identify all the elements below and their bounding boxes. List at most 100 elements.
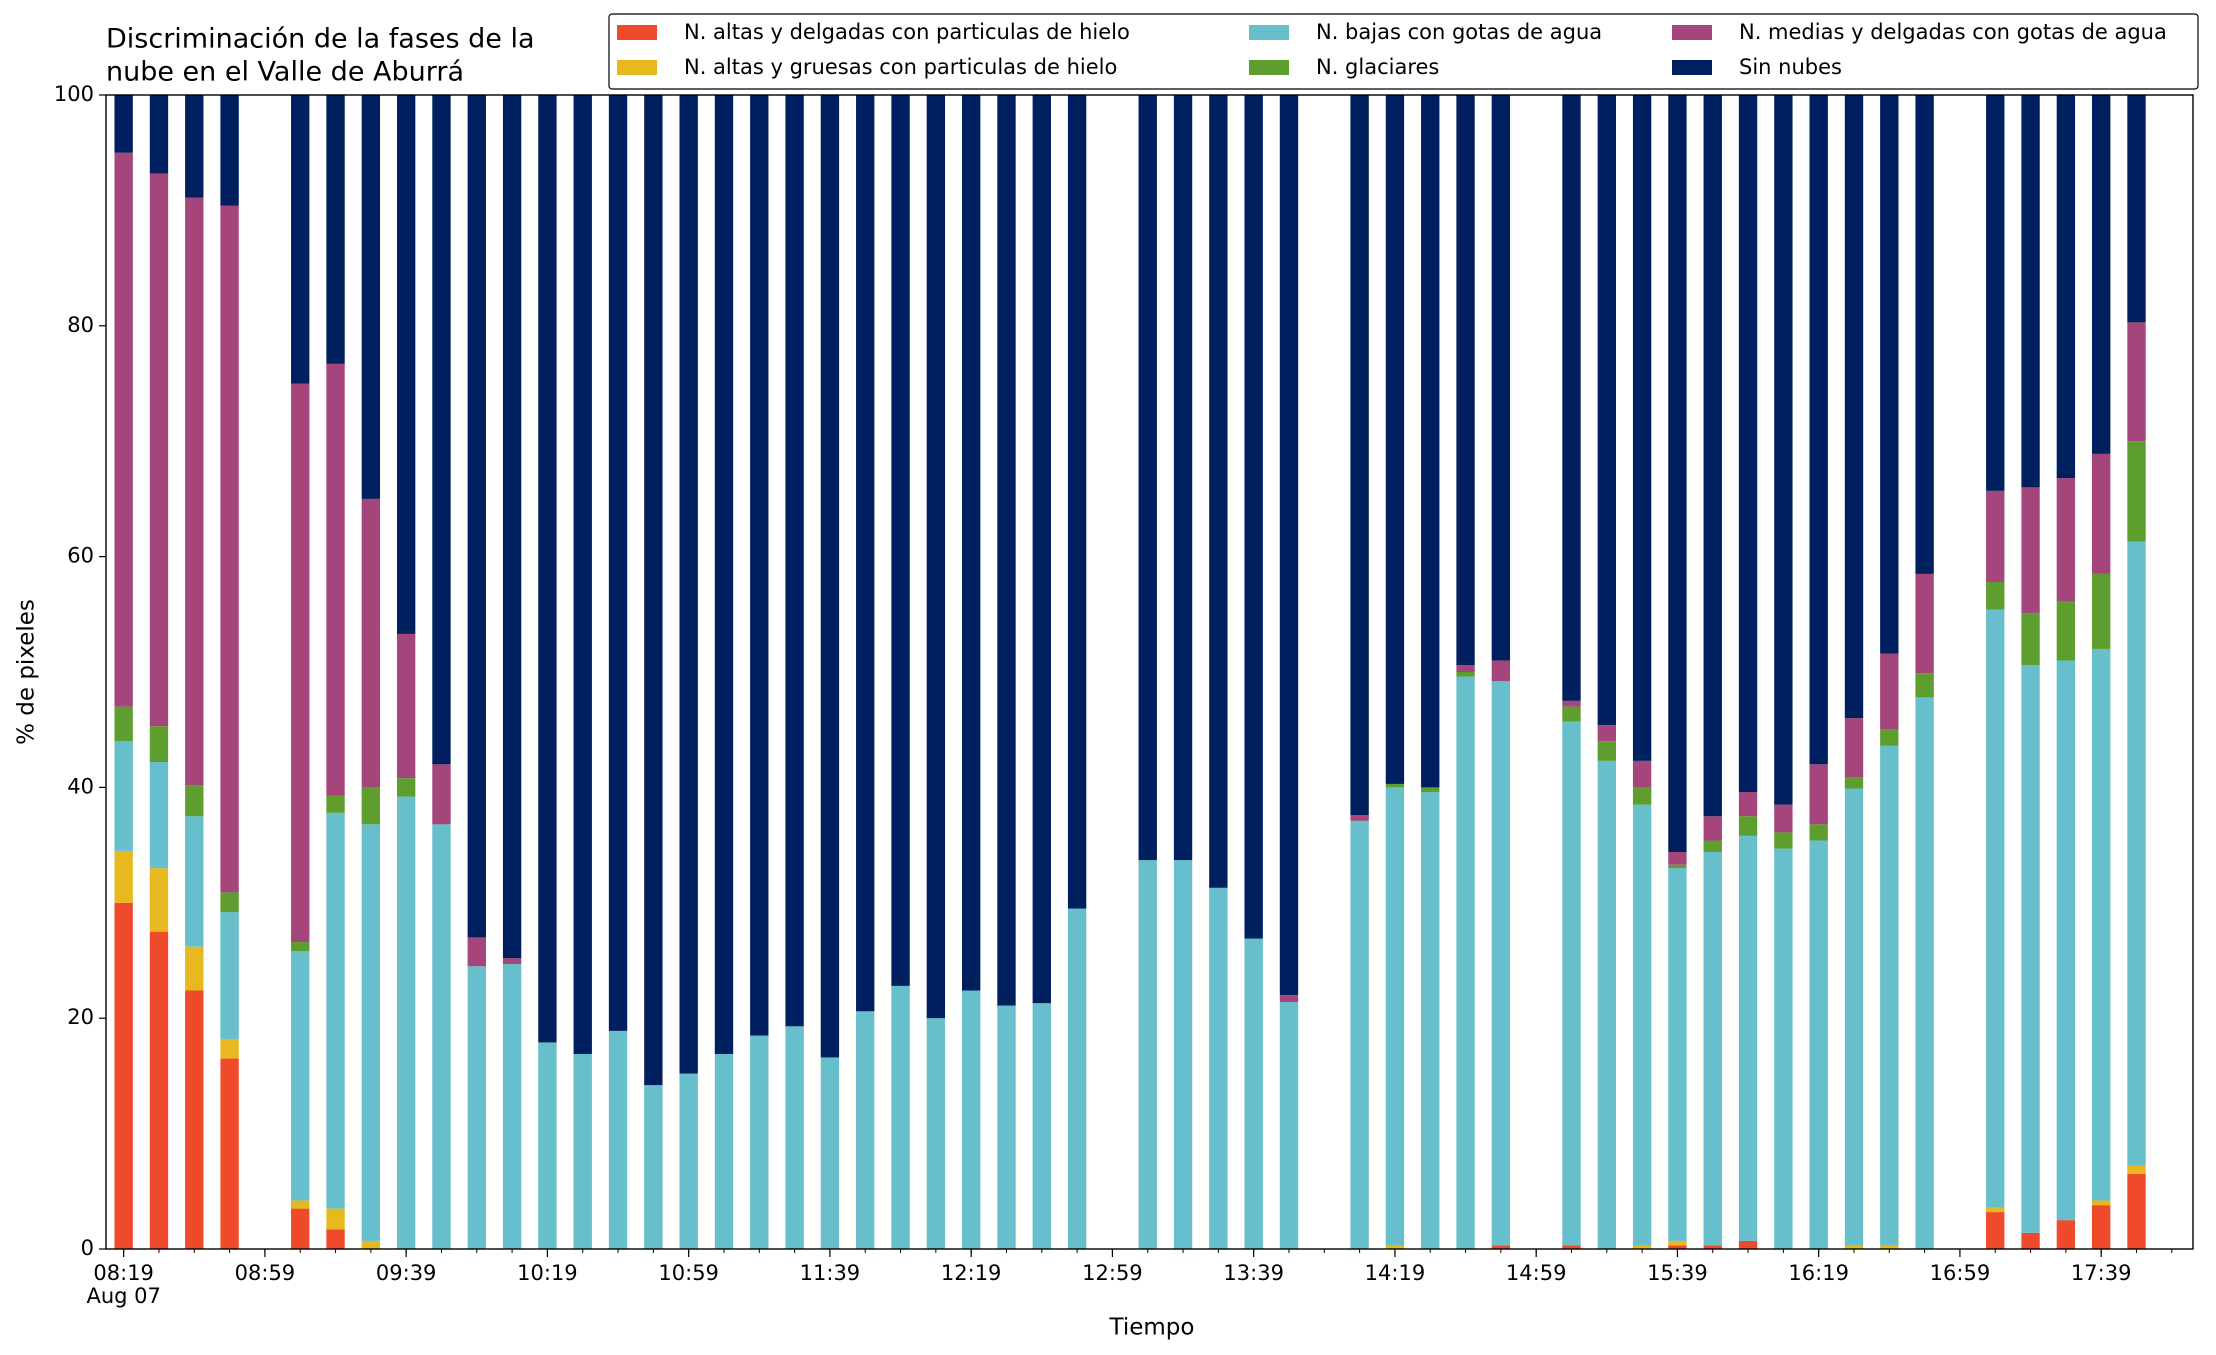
legend-label: Sin nubes (1739, 55, 1842, 79)
bar-segment (2056, 478, 2076, 602)
bar-segment (785, 1026, 804, 1249)
bar-segment (1173, 95, 1193, 861)
bar-segment (1456, 665, 1475, 672)
bar-segment (820, 1057, 840, 1249)
bar-segment (502, 95, 522, 959)
bar-segment (2127, 95, 2146, 323)
bar-segment (1209, 887, 1228, 1249)
bar-segment (220, 95, 239, 206)
bar-segment (149, 95, 169, 174)
bar-segment (714, 95, 734, 1054)
bar-segment (185, 785, 204, 817)
bar-segment (1844, 1245, 1864, 1249)
bar-segment (396, 95, 416, 634)
bar-segment (1668, 852, 1687, 865)
bar-segment (891, 985, 910, 1249)
bar-segment (1668, 1245, 1687, 1249)
bar-segment (114, 741, 133, 851)
bar-segment (1844, 788, 1864, 1246)
plot-frame (105, 94, 2194, 1250)
bar-segment (2127, 322, 2146, 442)
bar-segment (361, 498, 381, 788)
bar-segment (1986, 95, 2005, 491)
bar-segment (502, 963, 522, 1249)
x-tick-date: Aug 07 (86, 1284, 160, 1308)
bar-segment (714, 1053, 734, 1249)
bar-segment (149, 868, 169, 932)
bar-segment (326, 363, 345, 796)
bar-segment (361, 95, 381, 499)
bar-segment (1915, 573, 1934, 674)
bar-segment (1562, 95, 1581, 701)
bar-segment (1279, 995, 1299, 1003)
bar-segment (573, 95, 592, 1054)
bar-segment (1880, 745, 1899, 1246)
bar-segment (1597, 725, 1616, 742)
bar-segment (856, 1011, 875, 1249)
bar-segment (1774, 848, 1793, 1249)
bar-segment (1703, 95, 1722, 817)
bar-segment (1738, 835, 1758, 1241)
bar-segment (220, 892, 239, 913)
y-axis-label: % de pixeles (14, 599, 40, 745)
bar-segment (2092, 1200, 2111, 1206)
bar-segment (644, 1085, 663, 1249)
y-tick-label: 60 (67, 544, 94, 568)
bar-segment (502, 958, 522, 964)
bar-segment (997, 1005, 1016, 1249)
bar-segment (1138, 95, 1157, 861)
bar-segment (820, 95, 840, 1058)
bar-segment (1986, 609, 2005, 1208)
bar-segment (2092, 1205, 2111, 1249)
bar-segment (1738, 816, 1758, 836)
bar-segment (361, 787, 381, 825)
bar-segment (1915, 95, 1934, 574)
bar-segment (1986, 490, 2005, 582)
bar-segment (2127, 541, 2146, 1166)
bar-segment (1350, 820, 1369, 1249)
bar-segment (1244, 938, 1263, 1249)
bar-segment (149, 931, 169, 1249)
legend-swatch (1249, 25, 1289, 40)
bar-segment (396, 796, 416, 1249)
bar-segment (1844, 777, 1864, 789)
bar-segment (1738, 1240, 1758, 1249)
bar-segment (432, 95, 451, 765)
bar-segment (467, 95, 486, 938)
bar-segment (326, 95, 345, 364)
bar-segment (291, 95, 310, 384)
bar-segment (1809, 824, 1828, 841)
x-tick-label: 08:59 (235, 1261, 296, 1285)
bar-segment (1703, 1245, 1722, 1249)
bar-segment (608, 95, 628, 1031)
bar-segment (361, 1240, 381, 1249)
bar-segment (538, 1042, 557, 1249)
bar-segment (1385, 787, 1405, 1246)
chart-title: nube en el Valle de Aburrá (106, 57, 464, 88)
bar-segment (185, 197, 204, 786)
x-tick-label: 14:59 (1506, 1261, 1567, 1285)
y-tick-label: 0 (81, 1236, 94, 1260)
x-tick-label: 17:39 (2071, 1261, 2132, 1285)
bar-segment (291, 951, 310, 1201)
bar-segment (1138, 860, 1157, 1249)
bar-segment (1809, 840, 1828, 1249)
bar-segment (1385, 95, 1405, 784)
chart-title: Discriminación de la fases de la (106, 24, 535, 55)
bar-segment (1456, 676, 1475, 1249)
bar-segment (1562, 1245, 1581, 1249)
bar-segment (1774, 832, 1793, 849)
bar-segment (1703, 816, 1722, 841)
bar-segment (1421, 792, 1440, 1249)
legend-swatch (1249, 60, 1289, 75)
bar-segment (891, 95, 910, 986)
x-tick-label: 10:19 (517, 1261, 578, 1285)
bar-segment (961, 95, 981, 991)
bar-segment (2056, 1220, 2076, 1249)
bar-segment (1632, 787, 1652, 805)
bar-segment (1632, 760, 1652, 788)
x-tick-label: 16:19 (1788, 1261, 1849, 1285)
bar-segment (1632, 95, 1652, 761)
bar-segment (114, 706, 133, 742)
bar-segment (1632, 804, 1652, 1246)
